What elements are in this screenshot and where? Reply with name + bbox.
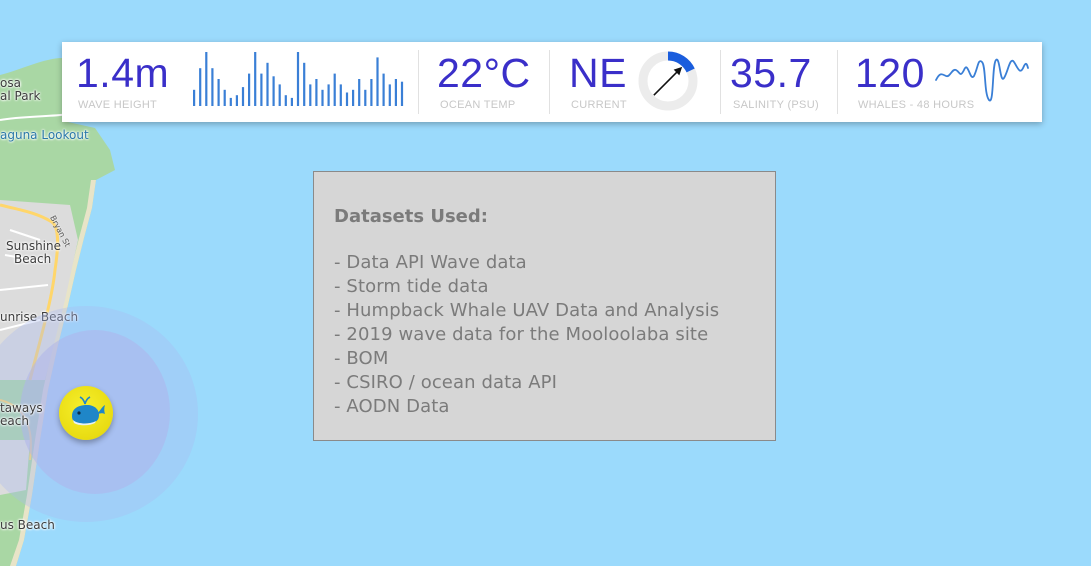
dataset-item: - Data API Wave data — [334, 252, 527, 273]
wave-bar — [223, 89, 226, 106]
whale-marker[interactable] — [59, 386, 113, 440]
dataset-item: - 2019 wave data for the Mooloolaba site — [334, 324, 709, 345]
wave-bar — [364, 89, 367, 106]
stat-divider — [720, 50, 721, 114]
wave-bar — [321, 89, 324, 106]
wave-bar — [278, 84, 281, 106]
wave-bar — [382, 73, 385, 106]
whales-value: 120 — [855, 50, 925, 96]
wave-bar — [352, 89, 355, 106]
wave-bar — [327, 84, 330, 106]
wave-bar — [333, 73, 336, 106]
whales-trend-sparkline — [935, 58, 1029, 102]
map-label-sunshine: Sunshine — [6, 239, 62, 253]
dataset-item: - Humpback Whale UAV Data and Analysis — [334, 300, 720, 321]
wave-bar — [211, 68, 214, 106]
ocean-stats-bar: 1.4m WAVE HEIGHT 22°C OCEAN TEMP NE CURR… — [62, 42, 1042, 122]
wave-height-stat: 1.4m WAVE HEIGHT — [62, 42, 418, 122]
wave-bar — [339, 84, 342, 106]
current-stat: NE CURRENT — [550, 42, 720, 122]
wave-bar — [229, 97, 232, 106]
wave-bar — [266, 62, 269, 106]
dataset-item: - CSIRO / ocean data API — [334, 372, 557, 393]
wave-bar — [296, 52, 300, 106]
wave-bar — [345, 92, 349, 106]
wave-bar — [400, 81, 404, 106]
wave-bar — [370, 79, 373, 106]
datasets-panel: Datasets Used: - Data API Wave data - St… — [313, 171, 776, 441]
ocean-temp-stat: 22°C OCEAN TEMP — [419, 42, 549, 122]
wave-bar — [260, 73, 263, 106]
salinity-label: SALINITY (PSU) — [733, 99, 819, 111]
wave-bar — [272, 76, 275, 106]
current-value: NE — [569, 50, 627, 96]
wave-bar — [193, 89, 196, 106]
wave-bar — [254, 52, 257, 106]
dataset-item: - BOM — [334, 348, 389, 369]
current-gauge-arc — [638, 51, 698, 111]
whale-icon — [72, 396, 105, 426]
datasets-list: - Data API Wave data - Storm tide data -… — [334, 251, 755, 419]
salinity-value: 35.7 — [730, 50, 812, 96]
wave-bar — [388, 84, 391, 106]
current-label: CURRENT — [571, 99, 627, 111]
datasets-title: Datasets Used: — [334, 206, 488, 227]
whales-label: WHALES - 48 HOURS — [858, 99, 975, 111]
map-label-laguna-lookout: aguna Lookout — [0, 128, 89, 142]
wave-bar — [309, 84, 312, 106]
wave-height-value: 1.4m — [76, 50, 170, 96]
wave-bar — [284, 95, 287, 106]
stat-divider — [549, 50, 550, 114]
wave-bar — [241, 87, 245, 106]
ocean-temp-value: 22°C — [437, 50, 531, 96]
dataset-item: - Storm tide data — [334, 276, 489, 297]
ocean-temp-label: OCEAN TEMP — [440, 99, 516, 111]
wave-bar — [394, 79, 397, 106]
wave-bar — [199, 68, 202, 106]
wave-bar — [290, 97, 293, 106]
current-direction-arrow — [653, 66, 683, 96]
wave-bar — [376, 57, 379, 106]
whales-stat: 120 WHALES - 48 HOURS — [838, 42, 1042, 122]
wave-bar — [205, 52, 208, 106]
stat-divider — [418, 50, 419, 114]
map-label-castaways: taways — [0, 401, 43, 415]
wave-height-label: WAVE HEIGHT — [78, 99, 158, 111]
wave-height-sparkbars — [193, 52, 404, 106]
dataset-item: - AODN Data — [334, 396, 450, 417]
wave-bar — [248, 73, 251, 106]
map-label-sunrise-beach: unrise Beach — [0, 310, 79, 324]
wave-bar — [217, 79, 220, 106]
wave-bar — [303, 62, 306, 106]
wave-bar — [315, 79, 318, 106]
salinity-stat: 35.7 SALINITY (PSU) — [721, 42, 837, 122]
map-label-osa: osa — [0, 76, 21, 90]
map-label-national-park: al Park — [0, 89, 41, 103]
map-label-marcus-beach: us Beach — [0, 518, 55, 532]
wave-bar — [235, 95, 238, 106]
wave-bar — [358, 79, 361, 106]
map-label-sunshine-beach: Beach — [14, 252, 52, 266]
current-direction-gauge — [638, 51, 698, 111]
stat-divider — [837, 50, 838, 114]
map-label-castaways-beach: each — [0, 414, 29, 428]
